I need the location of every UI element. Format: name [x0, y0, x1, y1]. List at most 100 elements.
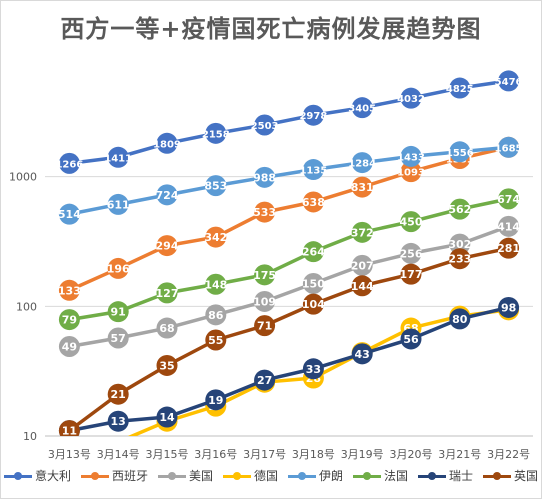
data-point	[400, 263, 422, 285]
data-label: 2503	[251, 121, 279, 132]
data-point	[400, 328, 422, 350]
legend-swatch	[288, 471, 316, 481]
data-point	[107, 257, 129, 279]
legend-item: 西班牙	[80, 467, 148, 484]
data-label: 1556	[446, 148, 474, 159]
legend: 意大利 西班牙 美国 德国 伊朗 法国 瑞士 英国	[1, 467, 541, 484]
data-label: 33	[306, 363, 321, 376]
series-line	[69, 305, 509, 433]
legend-marker	[232, 471, 241, 480]
data-point	[254, 264, 276, 286]
data-label: 56	[403, 333, 419, 346]
data-label: 342	[204, 231, 227, 244]
data-label: 294	[156, 240, 179, 253]
legend-marker	[13, 471, 22, 480]
data-point	[351, 343, 373, 365]
data-label: 2158	[202, 129, 230, 140]
series-英国: 11 21 35 55 71 104 144 177 233 281	[58, 237, 520, 438]
series-美国: 49 57 68 86 109 150 207 256 302 414	[58, 215, 520, 358]
legend-item: 伊朗	[288, 467, 343, 484]
data-label: 831	[351, 181, 374, 194]
x-tick-label: 3月18号	[292, 448, 335, 461]
data-point	[254, 114, 276, 136]
data-label: 104	[302, 298, 325, 311]
series-意大利: 1266 1411 1809 2158 2503 2978 3405 4032 4825 5476	[55, 70, 523, 174]
legend-swatch	[353, 471, 382, 481]
legend-marker	[167, 471, 176, 480]
x-tick-label: 3月21号	[438, 448, 481, 461]
legend-label: 意大利	[34, 469, 71, 483]
data-label: 1266	[55, 159, 83, 170]
data-point	[254, 201, 276, 223]
legend-item: 意大利	[3, 467, 71, 484]
data-point	[400, 87, 422, 109]
data-label: 21	[111, 388, 126, 401]
data-point	[400, 161, 422, 183]
data-point	[107, 383, 129, 405]
data-label: 148	[204, 278, 227, 291]
data-point	[58, 420, 80, 436]
data-point	[107, 301, 129, 323]
data-label: 302	[448, 238, 471, 251]
data-point	[498, 296, 520, 318]
data-label: 133	[58, 284, 81, 297]
x-tick-label: 3月20号	[390, 448, 433, 461]
data-point	[302, 159, 324, 181]
data-point	[156, 354, 178, 376]
data-point	[498, 188, 520, 210]
data-label: 853	[204, 180, 227, 193]
x-tick-label: 3月15号	[146, 448, 189, 461]
data-label: 86	[208, 309, 224, 322]
data-point	[302, 241, 324, 263]
legend-marker	[298, 471, 306, 480]
data-label: 71	[257, 320, 272, 333]
legend-label: 德国	[253, 469, 278, 483]
data-point	[156, 317, 178, 339]
data-label: 562	[448, 203, 471, 216]
data-point	[156, 235, 178, 257]
y-tick-label: 10	[23, 430, 37, 443]
data-label: 1809	[153, 139, 181, 150]
data-point	[156, 132, 178, 154]
data-label: 11	[62, 425, 77, 438]
data-point	[254, 315, 276, 337]
data-point	[400, 211, 422, 233]
series-法国: 79 91 127 148 175 264 372 450 562 674	[58, 188, 520, 331]
data-label: 150	[302, 278, 325, 291]
data-label: 1685	[495, 143, 523, 154]
data-label: 414	[497, 220, 520, 233]
data-point	[205, 389, 227, 411]
data-point	[156, 406, 178, 428]
data-point	[205, 175, 227, 197]
data-point	[205, 304, 227, 326]
data-label: 533	[253, 206, 276, 219]
data-label: 14	[159, 411, 175, 424]
data-point	[107, 146, 129, 168]
data-point	[107, 327, 129, 349]
data-label: 55	[208, 334, 223, 347]
legend-swatch	[483, 471, 512, 481]
data-label: 281	[497, 242, 520, 255]
data-label: 514	[58, 208, 81, 221]
legend-item: 英国	[483, 467, 538, 484]
legend-swatch	[418, 471, 447, 481]
legend-marker	[90, 471, 99, 480]
data-point	[351, 254, 373, 276]
data-label: 127	[156, 287, 179, 300]
data-label: 49	[62, 341, 77, 354]
data-label: 611	[107, 198, 130, 211]
data-label: 196	[107, 262, 130, 275]
data-point	[449, 248, 471, 270]
series-line	[68, 145, 509, 292]
data-label: 2978	[299, 111, 327, 122]
data-label: 372	[351, 226, 374, 239]
legend-label: 美国	[188, 469, 213, 483]
data-point	[400, 145, 422, 167]
series-line	[127, 308, 509, 436]
data-label: 4825	[446, 84, 474, 95]
data-point	[400, 242, 422, 264]
data-label: 27	[257, 374, 272, 387]
legend-label: 瑞士	[449, 469, 474, 483]
data-label: 1411	[104, 153, 132, 164]
